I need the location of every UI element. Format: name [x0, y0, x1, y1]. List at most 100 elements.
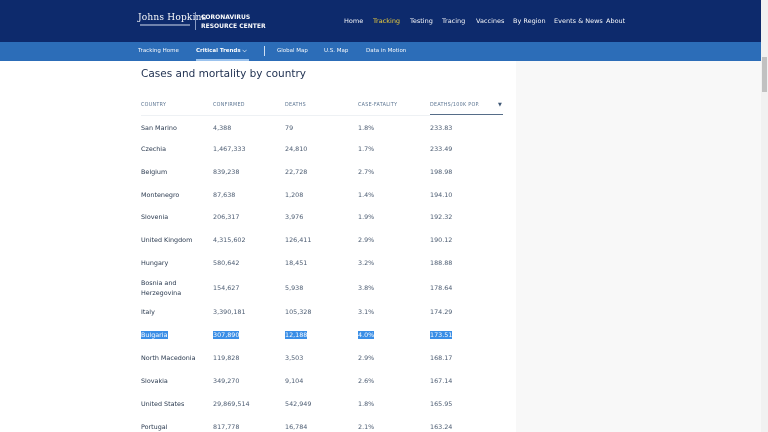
table-cell: 233.83: [430, 124, 453, 132]
subnav-item-0[interactable]: Tracking Home: [138, 48, 179, 54]
table-cell: 190.12: [430, 236, 453, 244]
nav-about[interactable]: About: [606, 17, 626, 25]
table-cell: 4.0%: [358, 331, 375, 339]
column-header-0[interactable]: COUNTRY: [141, 103, 167, 108]
header-rule: [141, 115, 430, 116]
country-name: Bosnia and Herzegovina: [141, 279, 182, 297]
table-cell: 16,784: [285, 423, 308, 431]
table-cell: 2.7%: [358, 168, 375, 176]
table-cell: 3,976: [285, 213, 304, 221]
table-cell: 3.2%: [358, 259, 375, 267]
sort-descending-icon[interactable]: ▼: [498, 102, 502, 108]
table-cell: 3.8%: [358, 284, 375, 292]
table-cell: 174.29: [430, 308, 453, 316]
table-cell: 12,188: [285, 331, 308, 339]
table-cell: 2.9%: [358, 236, 375, 244]
subnav-divider: [264, 46, 265, 56]
nav-by-region[interactable]: By Region: [513, 17, 546, 25]
table-cell: 3,503: [285, 354, 304, 362]
table-cell: 105,328: [285, 308, 312, 316]
country-name: Montenegro: [141, 191, 180, 199]
table-cell: 5,938: [285, 284, 304, 292]
sub-navigation: Tracking Home Critical Trends ⌵ Global Map…: [0, 42, 761, 61]
table-cell: 119,828: [213, 354, 240, 362]
table-cell: 163.24: [430, 423, 453, 431]
jhu-logo-subtitle: [140, 24, 190, 26]
subnav-item-1[interactable]: Critical Trends ⌵: [196, 48, 247, 54]
table-cell: 2.1%: [358, 423, 375, 431]
table-cell: 167.14: [430, 377, 453, 385]
subnav-item-2[interactable]: Global Map: [277, 48, 308, 54]
table-cell: 18,451: [285, 259, 308, 267]
table-cell: 1.9%: [358, 213, 375, 221]
table-cell: 165.95: [430, 400, 453, 408]
table-cell: 188.88: [430, 259, 453, 267]
table-cell: 3,390,181: [213, 308, 246, 316]
logo-divider: [195, 12, 196, 30]
table-cell: 126,411: [285, 236, 312, 244]
country-name: Slovakia: [141, 377, 168, 385]
table-cell: 2.6%: [358, 377, 375, 385]
nav-tracing[interactable]: Tracing: [442, 17, 466, 25]
subnav-item-4[interactable]: Data in Motion: [366, 48, 407, 54]
table-cell: 4,315,602: [213, 236, 246, 244]
scrollbar[interactable]: [761, 0, 768, 432]
table-cell: 192.32: [430, 213, 453, 221]
country-name: Italy: [141, 308, 155, 316]
table-cell: 87,638: [213, 191, 236, 199]
table-cell: 173.51: [430, 331, 453, 339]
table-cell: 1.8%: [358, 124, 375, 132]
table-cell: 198.98: [430, 168, 453, 176]
table-cell: 1,208: [285, 191, 304, 199]
jhu-logo[interactable]: Johns Hopkins: [138, 13, 207, 23]
table-cell: 9,104: [285, 377, 304, 385]
column-header-1[interactable]: CONFIRMED: [213, 103, 245, 108]
table-cell: 3.1%: [358, 308, 375, 316]
table-cell: 580,642: [213, 259, 240, 267]
country-name: Belgium: [141, 168, 168, 176]
table-cell: 233.49: [430, 145, 453, 153]
country-name: Hungary: [141, 259, 169, 267]
table-cell: 24,810: [285, 145, 308, 153]
active-subnav-underline: [196, 59, 249, 61]
nav-vaccines[interactable]: Vaccines: [476, 17, 505, 25]
scrollbar-thumb[interactable]: [762, 57, 767, 92]
table-cell: 4,388: [213, 124, 232, 132]
table-cell: 168.17: [430, 354, 453, 362]
table-cell: 817,778: [213, 423, 240, 431]
country-name: North Macedonia: [141, 354, 196, 362]
table-cell: 839,238: [213, 168, 240, 176]
table-cell: 29,869,514: [213, 400, 250, 408]
country-name: Portugal: [141, 423, 168, 431]
nav-testing[interactable]: Testing: [410, 17, 433, 25]
table-cell: 349,270: [213, 377, 240, 385]
sort-column-underline: [430, 114, 503, 115]
country-name: United States: [141, 400, 185, 408]
table-cell: 1.4%: [358, 191, 375, 199]
table-cell: 1,467,333: [213, 145, 246, 153]
crc-title[interactable]: CORONAVIRUS RESOURCE CENTER: [201, 14, 266, 30]
page-title: Cases and mortality by country: [141, 68, 306, 80]
subnav-item-3[interactable]: U.S. Map: [324, 48, 349, 54]
country-name: San Marino: [141, 124, 177, 132]
nav-tracking[interactable]: Tracking: [373, 17, 401, 25]
right-panel: [516, 61, 761, 432]
country-name: Slovenia: [141, 213, 169, 221]
country-name: Bulgaria: [141, 331, 168, 339]
table-cell: 542,949: [285, 400, 312, 408]
nav-events-news[interactable]: Events & News: [554, 17, 603, 25]
table-cell: 307,890: [213, 331, 240, 339]
country-name: United Kingdom: [141, 236, 193, 244]
country-name: Czechia: [141, 145, 167, 153]
table-cell: 194.10: [430, 191, 453, 199]
table-cell: 22,728: [285, 168, 308, 176]
table-cell: 154,627: [213, 284, 240, 292]
column-header-2[interactable]: DEATHS: [285, 103, 307, 108]
table-cell: 1.8%: [358, 400, 375, 408]
table-cell: 206,317: [213, 213, 240, 221]
column-header-3[interactable]: CASE-FATALITY: [358, 103, 398, 108]
nav-home[interactable]: Home: [344, 17, 364, 25]
table-cell: 2.9%: [358, 354, 375, 362]
column-header-4[interactable]: DEATHS/100K POP.: [430, 103, 480, 108]
site-header: Johns Hopkins CORONAVIRUS RESOURCE CENTER…: [0, 0, 761, 42]
